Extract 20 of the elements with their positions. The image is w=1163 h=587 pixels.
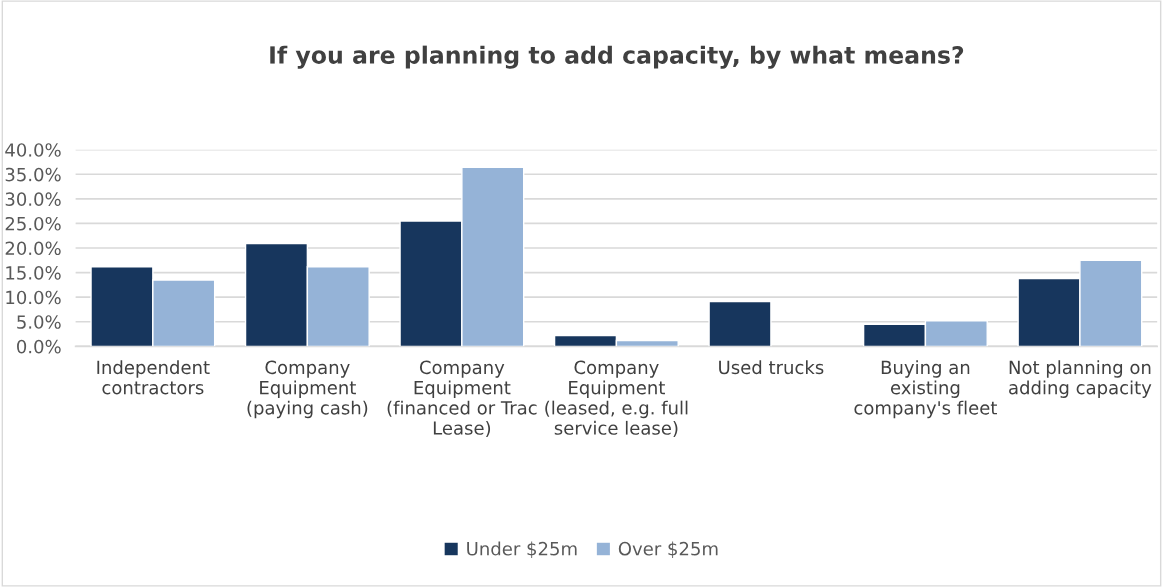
- x-tick-label: Used trucks: [719, 360, 824, 375]
- legend-label: Over $25m: [618, 541, 718, 558]
- y-tick-label: 30.0%: [5, 192, 61, 206]
- y-tick-label: 15.0%: [6, 266, 61, 280]
- x-tick-label: Independent contractors: [97, 360, 210, 395]
- y-tick-label: 20.0%: [5, 241, 61, 256]
- y-tick-label: 5.0%: [17, 315, 61, 329]
- x-tick-label: Buying an existing company's fleet: [854, 360, 997, 419]
- legend-label: Under $25m: [467, 541, 577, 558]
- x-tick-label: Company Equipment (financed or Trac Lease): [387, 360, 537, 437]
- x-tick-label: Company Equipment (paying cash): [247, 360, 368, 419]
- x-tick-label: Not planning on adding capacity: [1009, 360, 1152, 398]
- y-tick-label: 35.0%: [5, 167, 61, 182]
- bar: [708, 300, 772, 347]
- y-tick-label: 40.0%: [5, 143, 61, 157]
- y-tick-label: 25.0%: [5, 216, 61, 231]
- y-tick-label: 0.0%: [17, 339, 61, 354]
- y-tick-label: 10.0%: [6, 290, 61, 305]
- x-tick-label: Company Equipment (leased, e.g. full service lease): [545, 360, 688, 437]
- chart-title: If you are planning to add capacity, by what means?: [270, 45, 964, 69]
